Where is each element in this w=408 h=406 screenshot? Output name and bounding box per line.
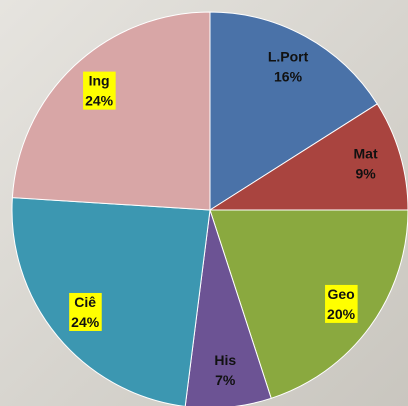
slice-label: Mat 9%	[354, 146, 378, 182]
slice-label: Geo 20%	[325, 284, 358, 323]
slice-label: L.Port 16%	[268, 49, 309, 85]
category-label: Ciê	[74, 294, 96, 310]
category-label: His	[214, 352, 236, 368]
category-label: Geo	[327, 286, 354, 302]
pie-slice	[11, 197, 211, 406]
slice-label: His 7%	[214, 352, 236, 388]
value-label: 24%	[85, 93, 114, 109]
category-label: Ing	[89, 73, 110, 89]
label-highlight	[83, 71, 116, 110]
value-label: 24%	[71, 314, 100, 330]
value-label: 7%	[215, 372, 236, 388]
pie-slice	[11, 11, 211, 211]
value-label: 20%	[327, 306, 356, 322]
slice-label: Ciê 24%	[69, 292, 102, 331]
value-label: 9%	[355, 166, 376, 182]
value-label: 16%	[274, 69, 303, 85]
category-label: Mat	[354, 146, 378, 162]
pie-slice	[184, 209, 272, 406]
label-highlight	[69, 292, 102, 331]
pie-slice	[209, 209, 408, 399]
pie-slice	[209, 11, 378, 211]
slice-label: Ing 24%	[83, 71, 116, 110]
label-highlight	[325, 284, 358, 323]
category-label: L.Port	[268, 49, 309, 65]
